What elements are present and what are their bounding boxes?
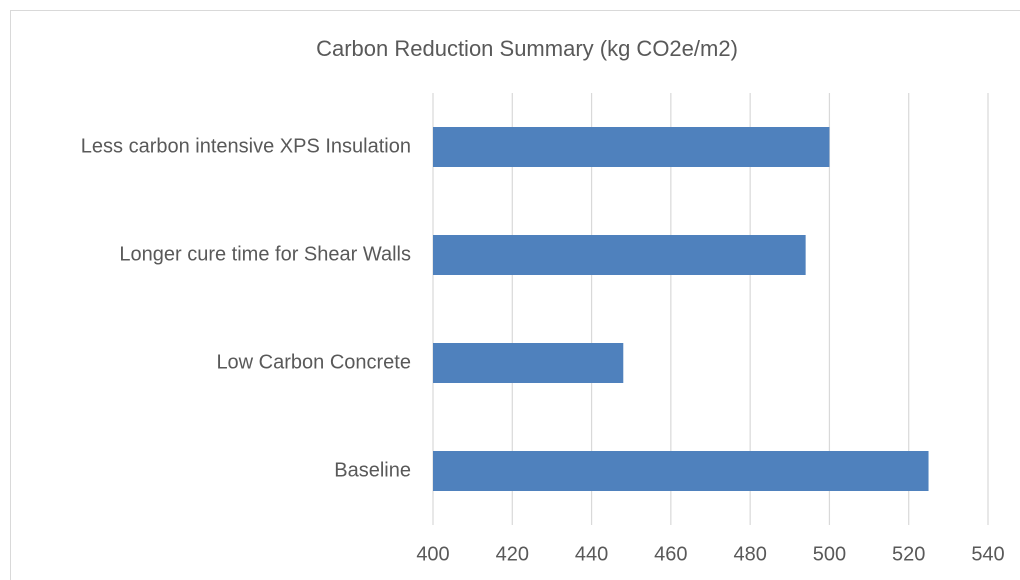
y-tick-label: Longer cure time for Shear Walls xyxy=(119,243,411,265)
bar xyxy=(433,127,830,167)
x-tick-label: 540 xyxy=(971,543,1004,565)
x-tick-label: 480 xyxy=(733,543,766,565)
x-tick-label: 520 xyxy=(892,543,925,565)
y-tick-label: Baseline xyxy=(334,459,411,481)
y-tick-label: Low Carbon Concrete xyxy=(216,351,411,373)
bar xyxy=(433,451,929,491)
bar xyxy=(433,343,624,383)
chart-border xyxy=(10,10,1020,580)
chart-title: Carbon Reduction Summary (kg CO2e/m2) xyxy=(316,36,738,61)
x-tick-label: 420 xyxy=(496,543,529,565)
x-tick-label: 460 xyxy=(654,543,687,565)
x-tick-label: 400 xyxy=(416,543,449,565)
y-tick-label: Less carbon intensive XPS Insulation xyxy=(81,135,411,157)
bar xyxy=(433,235,806,275)
x-tick-label: 440 xyxy=(575,543,608,565)
x-tick-label: 500 xyxy=(813,543,846,565)
